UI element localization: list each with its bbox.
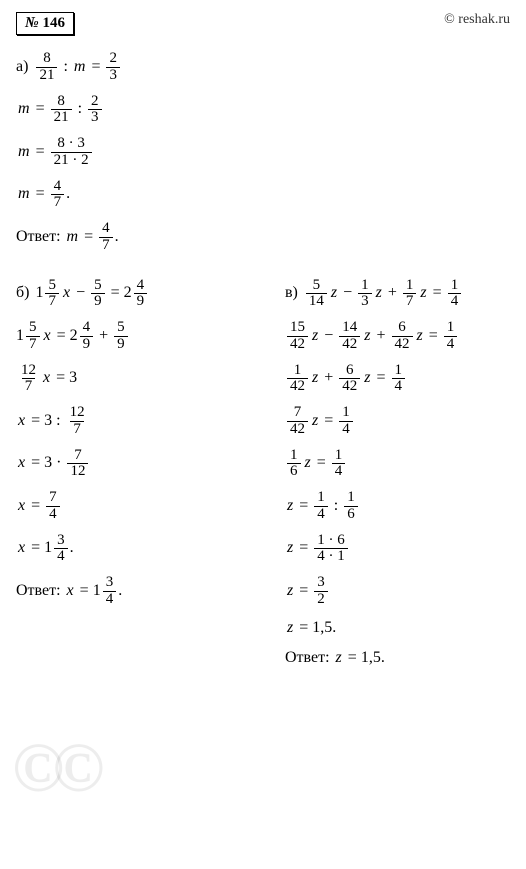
c-line9: z = 1,5 . [285,618,510,639]
c-line6: z = 14 : 16 [285,490,510,523]
frac: 642 [339,363,360,396]
watermark: ©© [12,729,93,809]
a-line3: m = 8 · 321 · 2 [16,136,510,169]
b-line7: x = 1 34 . [16,533,241,566]
frac: 14 [339,405,353,438]
frac: 127 [67,405,88,438]
frac: 127 [18,363,39,396]
b-line2: 1 57 x = 2 49 + 59 [16,320,241,353]
a-answer: Ответ: m = 47 . [16,221,510,254]
c-line8: z = 32 [285,575,510,608]
frac: 1542 [287,320,308,353]
badge-number: 146 [42,15,65,31]
a-label: а) [16,57,28,78]
frac: 142 [287,363,308,396]
c-line5: 16 z = 14 [285,448,510,481]
frac: 14 [392,363,406,396]
frac: 32 [314,575,328,608]
problem-badge: № 146 [16,12,74,35]
answer-label: Ответ: [285,648,330,669]
b-line4: x = 3 : 127 [16,405,241,438]
b-answer: Ответ: x = 1 34 . [16,575,241,608]
frac: 23 [106,51,120,84]
frac: 14 [448,278,462,311]
frac: 14 [332,448,346,481]
frac: 821 [51,94,72,127]
a-line2: m = 821 : 23 [16,94,510,127]
section-b: б) 1 57 x − 59 = 2 49 1 57 x = 2 49 + 59… [16,278,241,680]
answer-label: Ответ: [16,227,61,248]
frac: 47 [99,221,113,254]
frac: 14 [314,490,328,523]
frac: 49 [80,320,94,353]
frac: 74 [46,490,60,523]
section-c: в) 514 z − 13 z + 17 z = 14 1542 z − 144… [285,278,510,680]
frac: 34 [103,575,117,608]
frac: 821 [36,51,57,84]
frac: 514 [306,278,327,311]
c-line1: в) 514 z − 13 z + 17 z = 14 [285,278,510,311]
frac: 49 [134,278,148,311]
b-line6: x = 74 [16,490,241,523]
c-line2: 1542 z − 1442 z + 642 z = 14 [285,320,510,353]
c-line4: 742 z = 14 [285,405,510,438]
frac: 16 [344,490,358,523]
badge-prefix: № [25,15,39,31]
frac: 59 [91,278,105,311]
site-credit: © reshak.ru [444,12,510,28]
c-line7: z = 1 · 64 · 1 [285,533,510,566]
section-a: а) 821 : m = 23 m = 821 : 23 m = 8 · 321… [16,51,510,254]
a-line1: а) 821 : m = 23 [16,51,510,84]
frac: 13 [358,278,372,311]
answer-label: Ответ: [16,581,61,602]
a-line4: m = 47 . [16,179,510,212]
frac: 14 [444,320,458,353]
c-line3: 142 z + 642 z = 14 [285,363,510,396]
frac: 17 [403,278,417,311]
frac: 47 [51,179,65,212]
frac: 57 [45,278,59,311]
b-line3: 127 x = 3 [16,363,241,396]
frac: 712 [67,448,88,481]
b-line5: x = 3 · 712 [16,448,241,481]
frac: 742 [287,405,308,438]
frac: 59 [114,320,128,353]
header: № 146 © reshak.ru [16,12,510,35]
b-line1: б) 1 57 x − 59 = 2 49 [16,278,241,311]
columns: б) 1 57 x − 59 = 2 49 1 57 x = 2 49 + 59… [16,278,510,680]
b-label: б) [16,283,29,304]
frac: 16 [287,448,301,481]
frac: 8 · 321 · 2 [51,136,92,169]
frac: 34 [54,533,68,566]
frac: 1442 [339,320,360,353]
c-label: в) [285,283,298,304]
frac: 57 [26,320,40,353]
c-answer: Ответ: z = 1,5 . [285,648,510,669]
frac: 1 · 64 · 1 [314,533,348,566]
frac: 23 [88,94,102,127]
frac: 642 [392,320,413,353]
